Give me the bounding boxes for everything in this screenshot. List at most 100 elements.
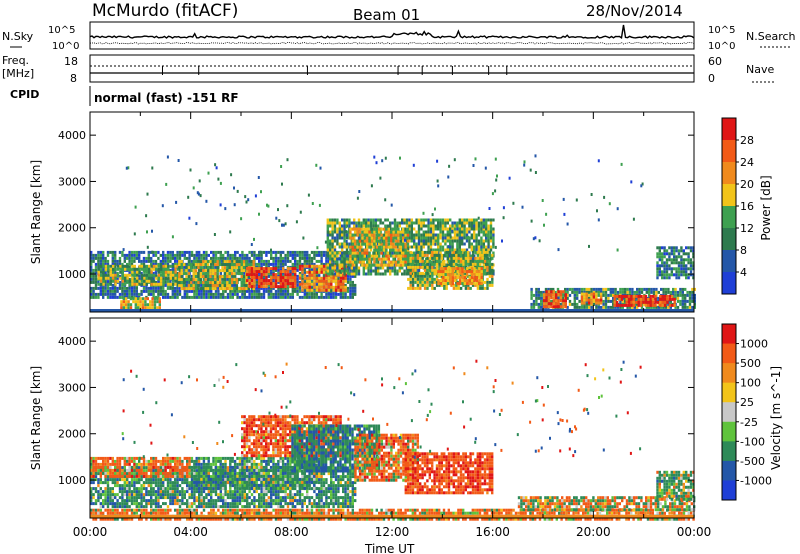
data-cell xyxy=(142,250,146,254)
data-cell xyxy=(336,218,339,222)
data-cell xyxy=(147,250,150,254)
data-cell xyxy=(441,224,445,228)
data-cell xyxy=(453,236,457,240)
data-cell xyxy=(417,227,421,231)
data-cell xyxy=(416,283,420,287)
data-cell xyxy=(303,264,307,268)
data-cell xyxy=(398,269,401,273)
data-cell xyxy=(315,163,318,167)
data-cell xyxy=(138,277,141,281)
data-cell xyxy=(267,283,270,287)
data-cell xyxy=(154,259,158,263)
data-cell xyxy=(420,239,423,243)
data-cell xyxy=(410,227,413,231)
data-cell xyxy=(419,274,422,278)
data-cell xyxy=(404,263,407,267)
data-cell xyxy=(351,274,354,278)
data-cell xyxy=(224,256,227,260)
data-cell xyxy=(222,277,225,281)
data-cell xyxy=(174,259,177,263)
data-cell xyxy=(618,303,621,307)
data-cell xyxy=(423,250,427,254)
data-cell xyxy=(308,279,311,283)
data-cell xyxy=(367,221,370,225)
data-cell xyxy=(393,218,397,222)
data-cell xyxy=(478,270,481,274)
data-cell xyxy=(637,303,640,307)
data-cell xyxy=(123,256,126,260)
data-cell xyxy=(331,230,334,234)
data-cell xyxy=(351,260,354,264)
data-cell xyxy=(138,267,141,271)
data-cell xyxy=(643,302,646,306)
data-cell xyxy=(164,283,167,287)
data-cell xyxy=(480,279,483,283)
data-cell xyxy=(109,250,112,254)
data-cell xyxy=(330,292,333,296)
data-cell xyxy=(214,269,217,273)
data-cell xyxy=(443,283,446,287)
data-cell xyxy=(466,279,469,283)
data-cell xyxy=(675,258,678,262)
data-cell xyxy=(326,242,329,246)
data-cell xyxy=(114,273,117,277)
data-cell xyxy=(174,279,177,283)
data-cell xyxy=(404,238,406,242)
data-cell xyxy=(303,250,306,254)
data-cell xyxy=(384,272,387,276)
data-cell xyxy=(318,270,321,274)
data-cell xyxy=(150,289,153,293)
data-cell xyxy=(656,252,659,256)
data-cell xyxy=(467,286,470,290)
data-cell xyxy=(480,236,483,240)
data-cell xyxy=(296,283,299,287)
data-cell xyxy=(608,202,611,206)
data-cell xyxy=(595,290,598,294)
data-cell xyxy=(204,272,207,276)
data-cell xyxy=(231,292,234,296)
data-cell xyxy=(573,296,576,300)
data-cell xyxy=(222,295,225,299)
data-cell xyxy=(677,255,681,259)
data-cell xyxy=(136,267,139,271)
data-cell xyxy=(480,224,483,228)
data-cell xyxy=(366,263,369,267)
data-cell xyxy=(182,281,186,285)
data-cell xyxy=(279,276,282,280)
data-cell xyxy=(455,280,458,284)
data-cell xyxy=(325,292,328,296)
data-cell xyxy=(363,236,366,240)
data-cell xyxy=(154,250,158,254)
data-cell xyxy=(145,276,148,280)
data-cell xyxy=(274,292,278,296)
data-cell xyxy=(417,242,421,246)
data-cell xyxy=(334,288,338,292)
data-cell xyxy=(537,296,540,300)
data-cell xyxy=(675,270,678,274)
data-cell xyxy=(114,276,117,280)
data-cell xyxy=(210,292,213,296)
data-cell xyxy=(272,277,275,281)
data-cell xyxy=(353,218,356,222)
data-cell xyxy=(206,263,210,267)
data-cell xyxy=(451,236,454,240)
data-cell xyxy=(339,271,342,275)
data-cell xyxy=(373,257,376,261)
data-cell xyxy=(420,224,423,228)
data-cell xyxy=(130,292,134,296)
data-cell xyxy=(480,248,483,252)
data-cell xyxy=(624,299,627,303)
data-cell xyxy=(384,260,387,264)
data-cell xyxy=(373,242,376,246)
data-cell xyxy=(378,263,381,267)
data-cell xyxy=(680,246,683,250)
data-cell xyxy=(670,246,673,250)
data-cell xyxy=(604,293,608,297)
data-cell xyxy=(310,286,314,290)
data-cell xyxy=(123,292,126,296)
data-cell xyxy=(316,246,319,250)
data-cell xyxy=(425,239,428,243)
data-cell xyxy=(473,224,476,228)
data-cell xyxy=(485,221,488,225)
data-cell xyxy=(377,260,380,264)
